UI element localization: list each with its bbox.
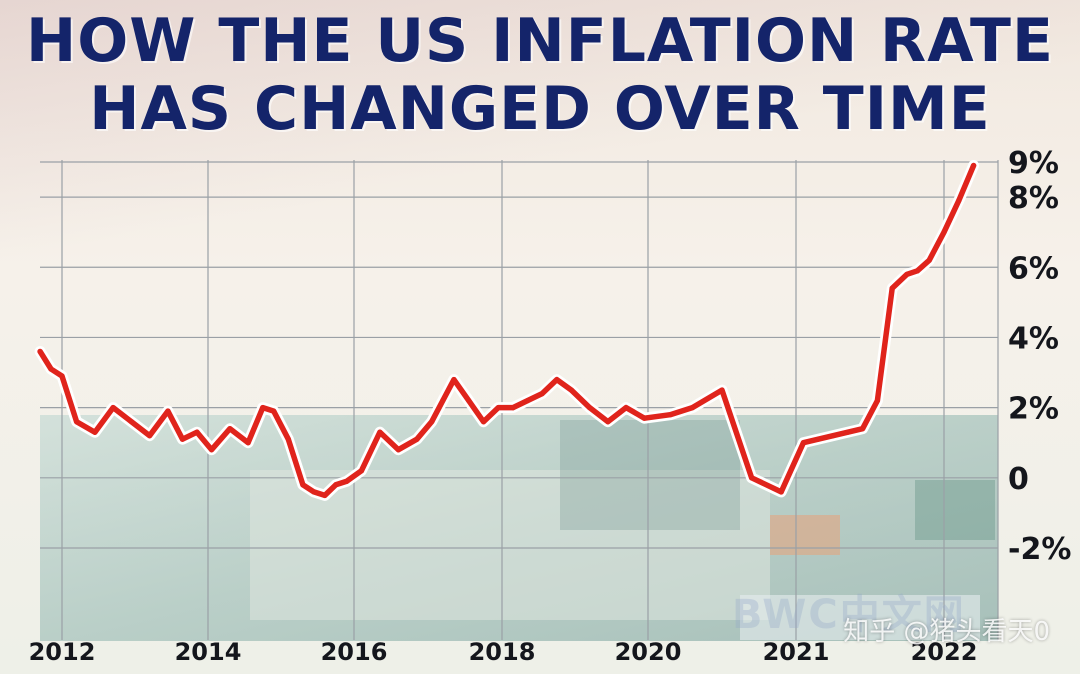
data-point bbox=[227, 426, 233, 432]
y-tick-label: 9% bbox=[1008, 146, 1059, 181]
data-point bbox=[587, 405, 593, 411]
x-tick-label: 2021 bbox=[763, 638, 830, 666]
data-point bbox=[495, 405, 501, 411]
data-point bbox=[874, 398, 881, 404]
y-tick-label: 0 bbox=[1008, 462, 1029, 497]
data-point bbox=[539, 391, 545, 397]
data-point bbox=[641, 415, 648, 421]
data-point bbox=[59, 373, 65, 379]
data-point bbox=[300, 482, 306, 488]
data-point bbox=[689, 405, 696, 411]
data-point bbox=[800, 440, 807, 446]
data-point bbox=[524, 398, 531, 404]
data-point bbox=[311, 489, 317, 495]
y-tick-label: 2% bbox=[1008, 392, 1059, 427]
chart-title-line-1: HOW THE US INFLATION RATE bbox=[26, 6, 1054, 76]
y-tick-label: 4% bbox=[1008, 321, 1059, 356]
data-point bbox=[510, 405, 516, 411]
data-point bbox=[830, 433, 836, 439]
data-point bbox=[322, 492, 328, 498]
data-point bbox=[860, 426, 866, 432]
data-point bbox=[749, 475, 755, 481]
data-point bbox=[209, 447, 215, 453]
data-point bbox=[358, 468, 364, 474]
data-point bbox=[194, 429, 200, 435]
grid bbox=[40, 160, 999, 640]
data-point bbox=[245, 440, 251, 446]
y-tick-label: 8% bbox=[1008, 181, 1059, 216]
x-tick-label: 2020 bbox=[615, 638, 682, 666]
data-point bbox=[377, 429, 383, 435]
data-point bbox=[554, 377, 560, 383]
series-layer bbox=[34, 160, 980, 501]
data-point bbox=[344, 478, 350, 484]
data-point bbox=[719, 387, 725, 393]
data-point bbox=[926, 257, 932, 263]
brand-watermark: BWC中文网 bbox=[732, 592, 966, 638]
data-point bbox=[568, 387, 575, 393]
data-point bbox=[147, 433, 153, 439]
data-point bbox=[466, 398, 472, 404]
x-axis-ticks: 2012 2014 2016 2018 2020 2021 2022 bbox=[29, 638, 978, 666]
data-point bbox=[414, 436, 420, 442]
data-point bbox=[395, 447, 401, 453]
bill-stack bbox=[250, 470, 770, 620]
data-point bbox=[333, 482, 339, 488]
source-watermark: 知乎 @猪头看天0 bbox=[843, 617, 1050, 647]
data-point bbox=[429, 419, 435, 425]
data-point bbox=[956, 198, 962, 204]
data-point bbox=[623, 405, 629, 411]
bill-stamp bbox=[770, 515, 840, 555]
data-point bbox=[480, 419, 487, 425]
y-axis-ticks: 9%8% 6% 4% 2% 0 -2% bbox=[1008, 146, 1071, 567]
bill-seal bbox=[915, 480, 995, 540]
data-point bbox=[904, 271, 910, 277]
data-point bbox=[778, 489, 784, 495]
data-point bbox=[941, 229, 947, 235]
data-point bbox=[74, 419, 80, 425]
x-tick-label: 2022 bbox=[911, 638, 978, 666]
y-tick-label: -2% bbox=[1008, 532, 1071, 567]
x-tick-label: 2018 bbox=[469, 638, 536, 666]
watermark-plate bbox=[740, 595, 980, 640]
data-point bbox=[179, 436, 186, 442]
money-background-illustration bbox=[40, 415, 998, 641]
data-point bbox=[271, 408, 277, 414]
data-point bbox=[285, 436, 291, 442]
data-point bbox=[815, 436, 821, 442]
data-point bbox=[889, 285, 895, 291]
data-point bbox=[260, 405, 266, 411]
x-tick-label: 2012 bbox=[29, 638, 96, 666]
data-point bbox=[605, 419, 611, 425]
data-point bbox=[48, 366, 54, 372]
data-point bbox=[914, 268, 921, 274]
data-point bbox=[110, 405, 116, 411]
data-point bbox=[440, 398, 446, 404]
data-point bbox=[451, 377, 457, 383]
bill-portrait bbox=[560, 420, 740, 530]
y-tick-label: 6% bbox=[1008, 251, 1059, 286]
x-tick-label: 2016 bbox=[321, 638, 388, 666]
x-tick-label: 2014 bbox=[175, 638, 242, 666]
data-point bbox=[845, 429, 851, 435]
data-point bbox=[92, 429, 98, 435]
chart-title-line-2: HAS CHANGED OVER TIME bbox=[89, 74, 991, 144]
data-point bbox=[165, 408, 171, 414]
data-point bbox=[971, 162, 977, 169]
data-point bbox=[128, 419, 134, 425]
data-point bbox=[37, 348, 43, 355]
data-point bbox=[667, 412, 673, 418]
